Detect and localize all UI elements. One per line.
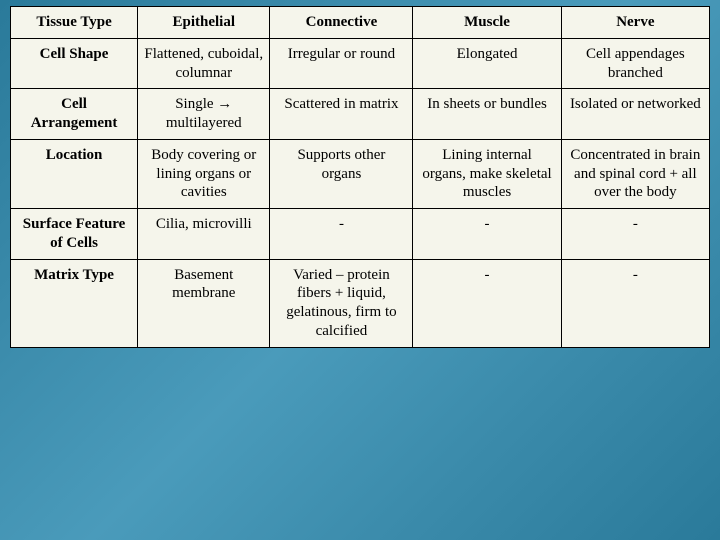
cell: Basement membrane — [138, 259, 270, 347]
table-row: Matrix Type Basement membrane Varied – p… — [11, 259, 710, 347]
cell: Lining internal organs, make skeletal mu… — [413, 139, 561, 208]
cell: Supports other organs — [270, 139, 413, 208]
cell: - — [561, 259, 709, 347]
table-row: Cell Arrangement Single → multilayered S… — [11, 89, 710, 140]
row-header: Matrix Type — [11, 259, 138, 347]
cell: Irregular or round — [270, 38, 413, 89]
row-header: Cell Shape — [11, 38, 138, 89]
cell: Elongated — [413, 38, 561, 89]
cell: - — [270, 209, 413, 260]
cell: Flattened, cuboidal, columnar — [138, 38, 270, 89]
cell: Isolated or networked — [561, 89, 709, 140]
col-header: Connective — [270, 7, 413, 39]
cell: Body covering or lining organs or caviti… — [138, 139, 270, 208]
cell: Cilia, microvilli — [138, 209, 270, 260]
cell: - — [561, 209, 709, 260]
table-header-row: Tissue Type Epithelial Connective Muscle… — [11, 7, 710, 39]
cell: Single → multilayered — [138, 89, 270, 140]
cell: Cell appendages branched — [561, 38, 709, 89]
cell: In sheets or bundles — [413, 89, 561, 140]
table-row: Location Body covering or lining organs … — [11, 139, 710, 208]
col-header: Epithelial — [138, 7, 270, 39]
row-header: Surface Feature of Cells — [11, 209, 138, 260]
cell: Scattered in matrix — [270, 89, 413, 140]
row-header: Location — [11, 139, 138, 208]
row-header: Cell Arrangement — [11, 89, 138, 140]
col-header: Muscle — [413, 7, 561, 39]
cell: - — [413, 259, 561, 347]
table-row: Surface Feature of Cells Cilia, microvil… — [11, 209, 710, 260]
col-header: Tissue Type — [11, 7, 138, 39]
cell: - — [413, 209, 561, 260]
cell: Concentrated in brain and spinal cord + … — [561, 139, 709, 208]
col-header: Nerve — [561, 7, 709, 39]
tissue-table: Tissue Type Epithelial Connective Muscle… — [10, 6, 710, 348]
table-row: Cell Shape Flattened, cuboidal, columnar… — [11, 38, 710, 89]
cell: Varied – protein fibers + liquid, gelati… — [270, 259, 413, 347]
